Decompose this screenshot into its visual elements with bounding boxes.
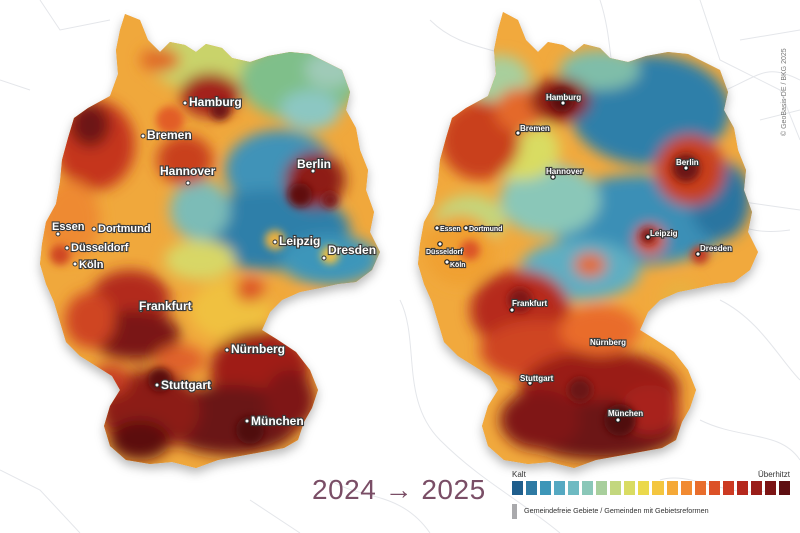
legend-note: Gemeindefreie Gebiete / Gemeinden mit Ge… [512,504,790,519]
year-comparison-title: 2024 → 2025 [312,474,486,505]
city-marker-essen: Essen [51,220,86,237]
city-marker-frankfurt: Frankfurt [138,298,193,314]
city-marker-muenchen-2025: München [607,408,644,423]
legend-max-label: Überhitzt [757,470,790,479]
city-labels-2024: Hamburg Bremen Berlin Hannover Essen Dor… [51,94,377,429]
city-label-dresden-2025: Dresden [700,244,732,253]
city-label-hamburg: Hamburg [189,95,242,109]
legend-note-text: Gemeindefreie Gebiete / Gemeinden mit Ge… [524,506,709,515]
map-2024-heat [40,14,380,468]
legend-swatch [596,481,608,495]
city-marker-duesseldorf-2025: Düsseldorf [425,241,464,257]
city-marker-koeln: Köln [72,258,105,272]
city-label-duesseldorf-2025: Düsseldorf [426,249,463,256]
legend-swatch [652,481,664,495]
city-label-frankfurt-2025: Frankfurt [512,299,547,308]
city-marker-duesseldorf: Düsseldorf [64,241,130,255]
legend-swatch [680,481,692,495]
city-marker-nuernberg: Nürnberg [224,341,286,357]
color-legend: Kalt Überhitzt Gemeindefreie Gebiete / G… [508,470,790,526]
copyright-credit: © GeoBasis-DE / BKG 2025 [781,16,793,136]
city-marker-essen-2025: Essen [434,225,462,234]
city-label-stuttgart-2025: Stuttgart [520,374,554,383]
city-marker-dortmund: Dortmund [91,222,152,236]
legend-swatch [582,481,594,495]
city-label-berlin: Berlin [297,157,331,171]
city-marker-dortmund-2025: Dortmund [463,225,504,234]
legend-swatch [666,481,678,495]
legend-swatch [554,481,566,495]
city-label-nuernberg: Nürnberg [231,342,285,356]
city-label-koeln: Köln [79,259,104,271]
city-marker-hannover: Hannover [159,163,217,186]
city-marker-koeln-2025: Köln [444,259,467,270]
city-label-dresden: Dresden [328,243,376,257]
city-marker-stuttgart-2025: Stuttgart [519,373,555,386]
city-marker-dresden-2025: Dresden [695,243,733,257]
city-label-muenchen-2025: München [608,409,643,418]
city-label-leipzig: Leipzig [279,234,320,248]
legend-swatch [568,481,580,495]
city-label-dortmund-2025: Dortmund [469,226,502,233]
city-label-bremen-2025: Bremen [520,124,550,133]
city-label-stuttgart: Stuttgart [161,378,211,392]
city-label-essen: Essen [52,221,85,233]
city-marker-leipzig: Leipzig [272,233,321,249]
legend-swatch [764,481,776,495]
city-marker-bremen-2025: Bremen [515,123,551,136]
legend-swatch [736,481,748,495]
copyright-text: © GeoBasis-DE / BKG 2025 [781,48,788,136]
city-marker-leipzig-2025: Leipzig [645,228,679,240]
legend-swatch [610,481,622,495]
legend-swatch [778,481,790,495]
legend-swatch [694,481,706,495]
city-label-bremen: Bremen [147,128,192,142]
legend-swatch [624,481,636,495]
city-label-koeln-2025: Köln [450,262,466,269]
city-label-leipzig-2025: Leipzig [650,229,678,238]
city-label-berlin-2025: Berlin [676,158,699,167]
city-label-frankfurt: Frankfurt [139,299,192,313]
city-marker-hamburg-2025: Hamburg [545,92,582,106]
legend-gray-swatch [512,504,517,519]
legend-swatch [526,481,538,495]
legend-swatch [708,481,720,495]
city-marker-dresden: Dresden [321,242,377,261]
legend-swatch [512,481,524,495]
city-marker-hannover-2025: Hannover [545,166,584,180]
legend-swatch [540,481,552,495]
city-label-hannover: Hannover [160,164,216,178]
city-label-duesseldorf: Düsseldorf [71,242,129,254]
city-marker-bremen: Bremen [140,127,193,143]
city-labels-2025: Hamburg Bremen Berlin Hannover Essen Dor… [425,92,733,423]
city-marker-nuernberg-2025: Nürnberg [589,337,627,348]
legend-min-label: Kalt [512,470,526,479]
city-label-muenchen: München [251,414,304,428]
city-label-essen-2025: Essen [440,226,461,233]
city-marker-stuttgart: Stuttgart [154,377,212,393]
legend-color-scale [512,481,790,495]
legend-swatch [638,481,650,495]
legend-swatch [750,481,762,495]
city-marker-berlin-2025: Berlin [675,157,700,171]
city-label-hannover-2025: Hannover [546,167,583,176]
legend-swatch [722,481,734,495]
city-label-nuernberg-2025: Nürnberg [590,338,626,347]
city-marker-frankfurt-2025: Frankfurt [509,298,549,313]
city-marker-berlin: Berlin [296,156,332,174]
city-marker-muenchen: München [244,413,305,429]
map-2025-heat [418,12,758,468]
city-label-dortmund: Dortmund [98,223,151,235]
city-marker-hamburg: Hamburg [182,94,243,110]
city-label-hamburg-2025: Hamburg [546,93,581,102]
